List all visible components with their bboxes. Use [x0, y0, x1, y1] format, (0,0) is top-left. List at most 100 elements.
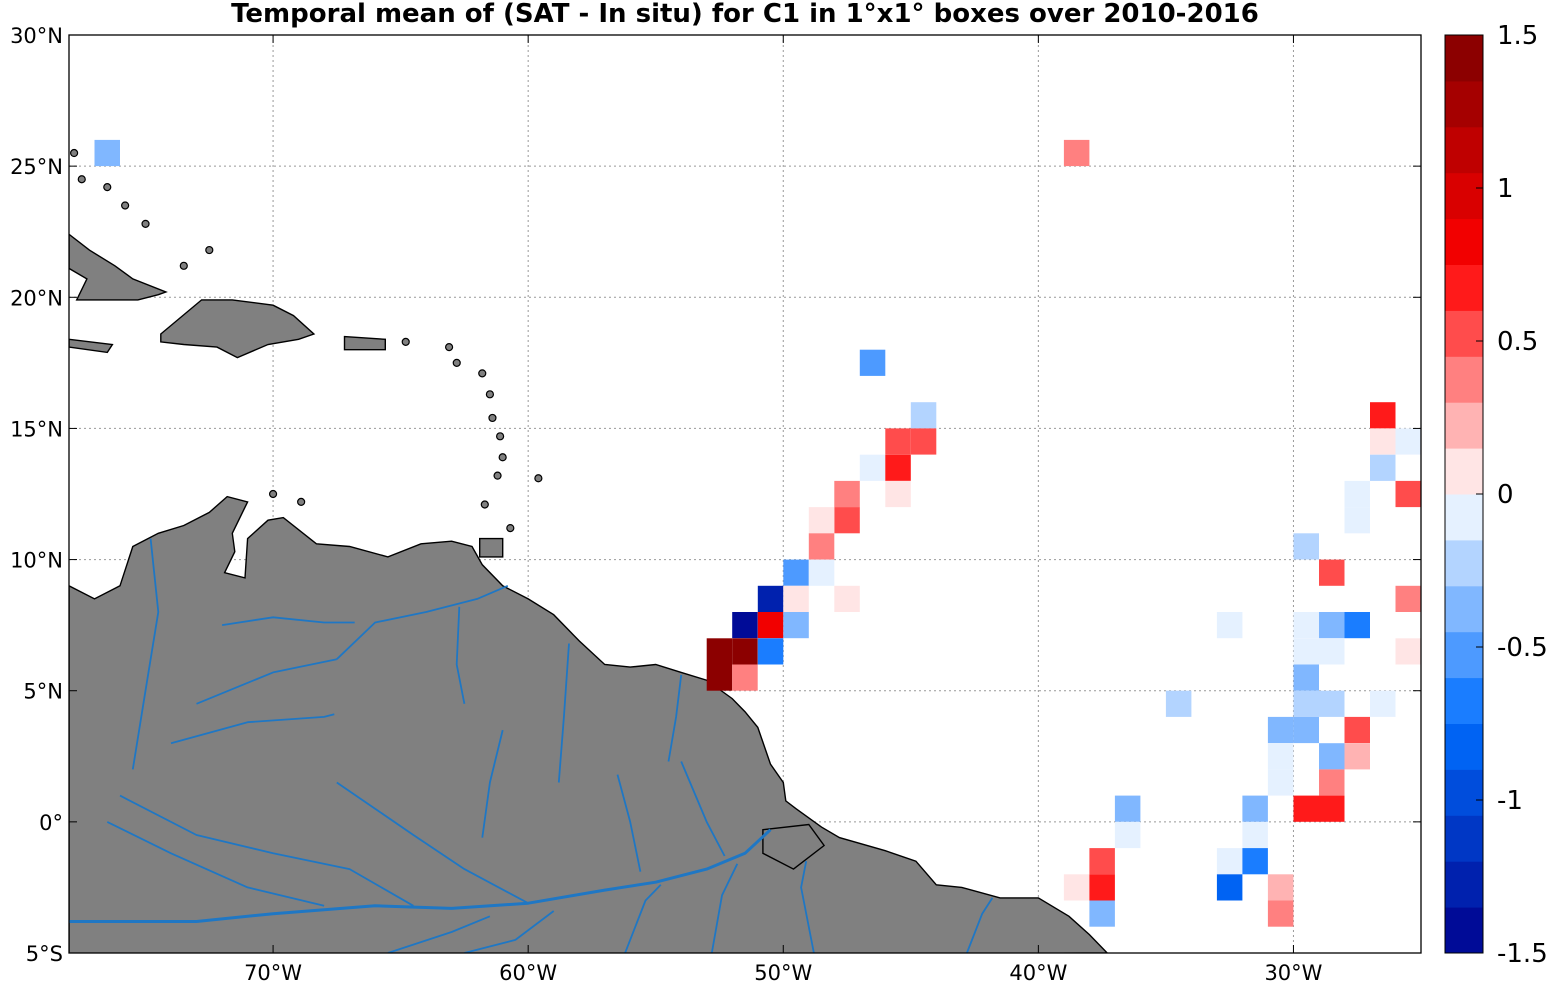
data-cell — [1395, 480, 1421, 508]
colorbar-tick-label: 0 — [1497, 480, 1514, 510]
colorbar-tick-label: -0.5 — [1497, 633, 1548, 663]
data-cell — [834, 585, 860, 612]
negro-river — [336, 781, 529, 904]
data-cell — [1344, 480, 1370, 508]
map-frame — [68, 34, 1422, 954]
colorbar-segment — [1445, 448, 1483, 495]
data-cell — [1114, 821, 1141, 849]
data-cell — [732, 612, 758, 639]
guaviare-river — [170, 713, 335, 745]
data-cell — [94, 139, 120, 167]
colorbar-segment — [1445, 310, 1483, 357]
colorbar-segment — [1445, 539, 1483, 587]
data-cell — [1293, 716, 1319, 744]
lat-tick-label: 25°N — [10, 155, 63, 179]
cuba-land — [69, 233, 168, 301]
madeira-river — [464, 910, 555, 953]
colorbar-segment — [1445, 172, 1483, 220]
lat-tick-label: 10°N — [10, 549, 63, 573]
data-cell — [808, 559, 835, 586]
island-land — [498, 453, 507, 462]
data-cell — [910, 402, 937, 429]
lon-tick-label: 70°W — [244, 961, 302, 984]
trinidad-land — [479, 537, 504, 558]
lon-tick-label: 60°W — [499, 961, 557, 984]
island-land — [77, 175, 86, 184]
data-cell — [885, 454, 911, 481]
meta-river — [196, 658, 337, 705]
colorbar-segment — [1445, 631, 1483, 679]
data-cell — [1267, 769, 1294, 796]
colorbar-segment — [1445, 402, 1483, 449]
island-land — [496, 432, 505, 441]
data-cell — [834, 480, 860, 508]
map-title: Temporal mean of (SAT - In situ) for C1 … — [231, 0, 1259, 29]
data-cell — [1319, 638, 1345, 665]
island-land — [401, 337, 410, 346]
purus-river — [387, 915, 491, 953]
data-cell — [1267, 716, 1294, 744]
island-land — [205, 245, 214, 255]
island-land — [103, 183, 112, 192]
island-land — [70, 148, 79, 158]
data-cell — [1089, 848, 1115, 875]
data-cell — [1089, 874, 1115, 901]
data-cell — [1165, 690, 1192, 717]
island-land — [506, 523, 515, 533]
data-cell — [1370, 402, 1396, 429]
colorbar-segment — [1445, 494, 1483, 541]
data-cell — [1293, 664, 1319, 691]
colorbar-segment — [1445, 723, 1483, 770]
apure-river — [221, 616, 355, 626]
data-cell — [732, 638, 758, 665]
colorbar-segment — [1445, 769, 1483, 816]
data-cell — [1267, 743, 1294, 770]
colorbar-segment — [1445, 218, 1483, 265]
data-cell — [757, 638, 784, 665]
puerto-rico-land — [343, 335, 386, 351]
lat-tick-label: 5°S — [26, 942, 63, 966]
data-cell — [1319, 612, 1345, 639]
data-cell — [1216, 874, 1243, 901]
data-cell — [1267, 900, 1294, 927]
island-land — [534, 474, 543, 483]
colorbar-tick-label: -1.5 — [1497, 939, 1548, 969]
data-cell — [783, 612, 809, 639]
caroni-river — [455, 606, 466, 704]
island-land — [297, 497, 306, 506]
colorbar-segment — [1445, 585, 1483, 633]
jari-river — [680, 761, 726, 857]
data-cell — [1370, 428, 1396, 455]
data-cell — [859, 454, 886, 481]
data-cell — [1063, 139, 1090, 167]
colorbar-segment — [1445, 356, 1483, 403]
branco-river — [481, 729, 504, 838]
data-cell — [885, 428, 911, 455]
colorbar-tick-label: 1 — [1497, 174, 1514, 204]
japura-river — [119, 794, 414, 907]
data-cell — [757, 612, 784, 639]
data-cell — [1216, 848, 1243, 875]
data-cell — [1242, 795, 1268, 822]
lon-tick-label: 50°W — [754, 961, 812, 984]
island-land — [480, 500, 489, 509]
data-cell — [1395, 585, 1421, 612]
land-layer — [69, 148, 1109, 953]
data-cell — [1395, 638, 1421, 665]
data-cell — [859, 349, 886, 376]
island-land — [488, 413, 497, 423]
data-cell — [1293, 612, 1319, 639]
data-cell — [1293, 638, 1319, 665]
data-cell — [1344, 507, 1370, 534]
data-cell — [1395, 428, 1421, 455]
maroni-river — [667, 674, 683, 762]
trombetas-river — [616, 774, 642, 872]
island-land — [485, 390, 495, 399]
data-cell — [1344, 612, 1370, 639]
axis-ticks: 30°N 25°N 20°N 15°N 10°N 5°N 0° 5°S 70°W 60°W 50°W… — [10, 24, 1421, 984]
putumayo-river — [106, 821, 325, 907]
data-cell — [1089, 900, 1115, 927]
lon-tick-label: 40°W — [1009, 961, 1067, 984]
tapajos-river — [624, 884, 662, 953]
